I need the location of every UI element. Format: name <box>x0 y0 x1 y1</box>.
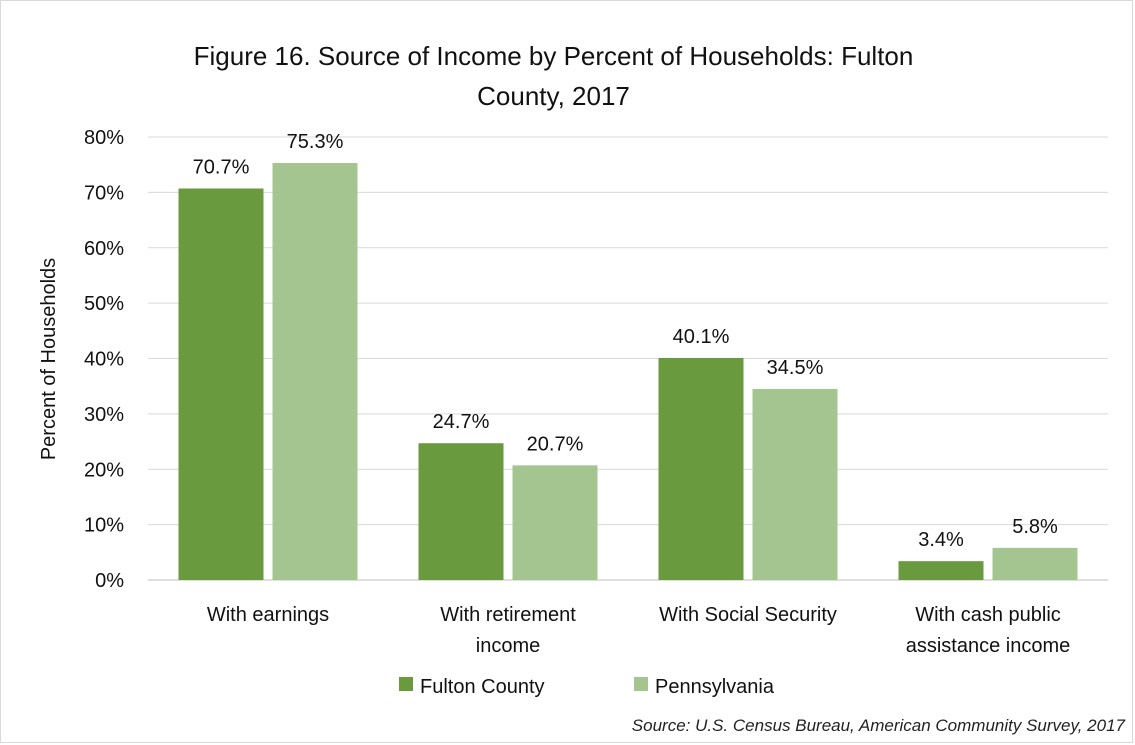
y-tick-label: 40% <box>84 349 124 371</box>
y-tick-label: 60% <box>84 238 124 260</box>
y-tick-label: 50% <box>84 293 124 315</box>
bar-fulton-county <box>178 188 264 580</box>
legend-label: Pennsylvania <box>655 676 775 698</box>
data-label: 24.7% <box>433 411 490 433</box>
bar-pennsylvania <box>752 388 838 580</box>
data-label: 40.1% <box>673 326 730 348</box>
y-tick-label: 30% <box>84 404 124 426</box>
y-tick-label: 10% <box>84 515 124 537</box>
legend-swatch <box>399 677 413 691</box>
y-tick-label: 0% <box>95 570 124 592</box>
chart-title-line1: Figure 16. Source of Income by Percent o… <box>193 41 914 71</box>
legend-swatch <box>634 677 648 691</box>
y-tick-label: 20% <box>84 459 124 481</box>
x-category-label: assistance income <box>906 635 1071 657</box>
y-axis-label: Percent of Households <box>38 258 60 460</box>
bar-fulton-county <box>658 357 744 580</box>
data-label: 3.4% <box>918 529 964 551</box>
source-note: Source: U.S. Census Bureau, American Com… <box>631 716 1125 735</box>
data-label: 75.3% <box>287 131 344 153</box>
x-category-label: income <box>476 635 540 657</box>
legend-label: Fulton County <box>420 676 545 698</box>
bar-fulton-county <box>898 561 984 580</box>
x-category-label: With Social Security <box>659 604 837 626</box>
x-category-label: With earnings <box>207 604 329 626</box>
data-label: 5.8% <box>1012 516 1058 538</box>
bar-fulton-county <box>418 443 504 580</box>
y-tick-label: 70% <box>84 182 124 204</box>
x-category-label: With retirement <box>440 604 576 626</box>
y-tick-label: 80% <box>84 127 124 149</box>
bar-pennsylvania <box>272 163 358 580</box>
data-label: 70.7% <box>193 156 250 178</box>
bar-pennsylvania <box>992 547 1078 580</box>
x-category-label: With cash public <box>915 604 1061 626</box>
bar-pennsylvania <box>512 465 598 580</box>
chart-title-line2: County, 2017 <box>477 81 630 111</box>
data-label: 34.5% <box>767 357 824 379</box>
data-label: 20.7% <box>527 433 584 455</box>
